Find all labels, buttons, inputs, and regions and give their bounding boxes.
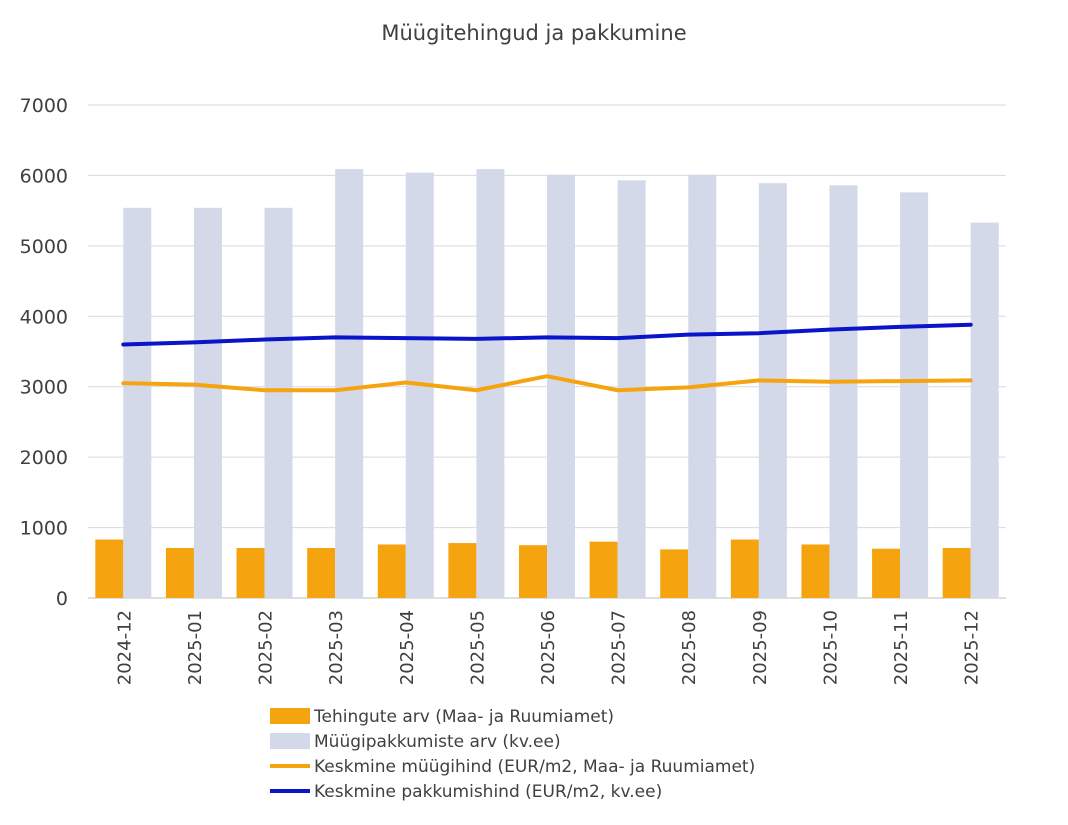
bar-listings — [123, 207, 152, 598]
bar-listings — [970, 222, 999, 598]
bar-listings — [264, 207, 293, 598]
y-tick-label: 4000 — [20, 306, 68, 328]
y-tick-label: 5000 — [20, 236, 68, 258]
bar-transactions — [519, 545, 547, 598]
bars — [95, 169, 999, 598]
bar-transactions — [589, 541, 618, 598]
y-tick-label: 6000 — [20, 165, 68, 187]
bar-transactions — [660, 549, 689, 598]
x-tick-label: 2025-06 — [538, 610, 559, 685]
x-tick-label: 2025-05 — [467, 610, 488, 685]
y-tick-label: 1000 — [20, 518, 68, 540]
legend: Tehingute arv (Maa- ja Ruumiamet) Müügipa… — [270, 707, 755, 802]
x-tick-label: 2025-01 — [185, 610, 206, 685]
legend-swatch — [270, 708, 310, 724]
bar-listings — [193, 207, 222, 598]
x-tick-label: 2025-02 — [256, 610, 277, 685]
bar-listings — [829, 185, 858, 598]
series-lines — [121, 322, 973, 393]
y-tick-label: 3000 — [20, 377, 68, 399]
x-tick-label: 2025-10 — [820, 610, 841, 685]
line-avg-sale-price — [121, 374, 973, 393]
y-tick-label: 2000 — [20, 447, 68, 469]
line-avg-asking-price — [121, 322, 973, 347]
y-axis-tick-labels: 0 1000 2000 3000 4000 5000 6000 7000 — [20, 95, 68, 610]
x-tick-label: 2025-12 — [962, 610, 983, 685]
legend-label: Keskmine pakkumishind (EUR/m2, kv.ee) — [314, 782, 662, 802]
x-tick-label: 2025-04 — [397, 610, 418, 685]
y-tick-label: 7000 — [20, 95, 68, 117]
x-tick-label: 2025-08 — [679, 610, 700, 685]
y-tick-label: 0 — [56, 588, 68, 610]
bar-transactions — [801, 544, 830, 598]
bar-transactions — [377, 544, 406, 598]
x-tick-label: 2025-03 — [326, 610, 347, 685]
bar-listings — [758, 183, 787, 598]
legend-label: Keskmine müügihind (EUR/m2, Maa- ja Ruum… — [314, 757, 755, 777]
chart-title: Müügitehingud ja pakkumine — [381, 21, 686, 45]
bar-transactions — [730, 539, 759, 598]
bar-transactions — [448, 543, 477, 598]
bar-listings — [900, 192, 929, 598]
legend-label: Tehingute arv (Maa- ja Ruumiamet) — [313, 707, 614, 727]
legend-swatch — [270, 733, 310, 749]
bar-transactions — [872, 548, 901, 598]
legend-label: Müügipakkumiste arv (kv.ee) — [314, 732, 561, 752]
x-axis-tick-labels: 2024-12 2025-01 2025-02 2025-03 2025-04 2025-… — [114, 610, 982, 685]
x-tick-label: 2025-09 — [750, 610, 771, 685]
x-tick-label: 2025-07 — [609, 610, 630, 685]
bar-transactions — [942, 547, 971, 598]
x-tick-label: 2024-12 — [114, 610, 135, 685]
bar-transactions — [236, 547, 265, 598]
bar-listings — [547, 174, 575, 598]
bar-transactions — [165, 547, 194, 598]
bar-transactions — [95, 539, 124, 598]
bar-listings — [335, 169, 364, 598]
x-tick-label: 2025-11 — [891, 610, 912, 685]
bar-transactions — [307, 547, 336, 598]
